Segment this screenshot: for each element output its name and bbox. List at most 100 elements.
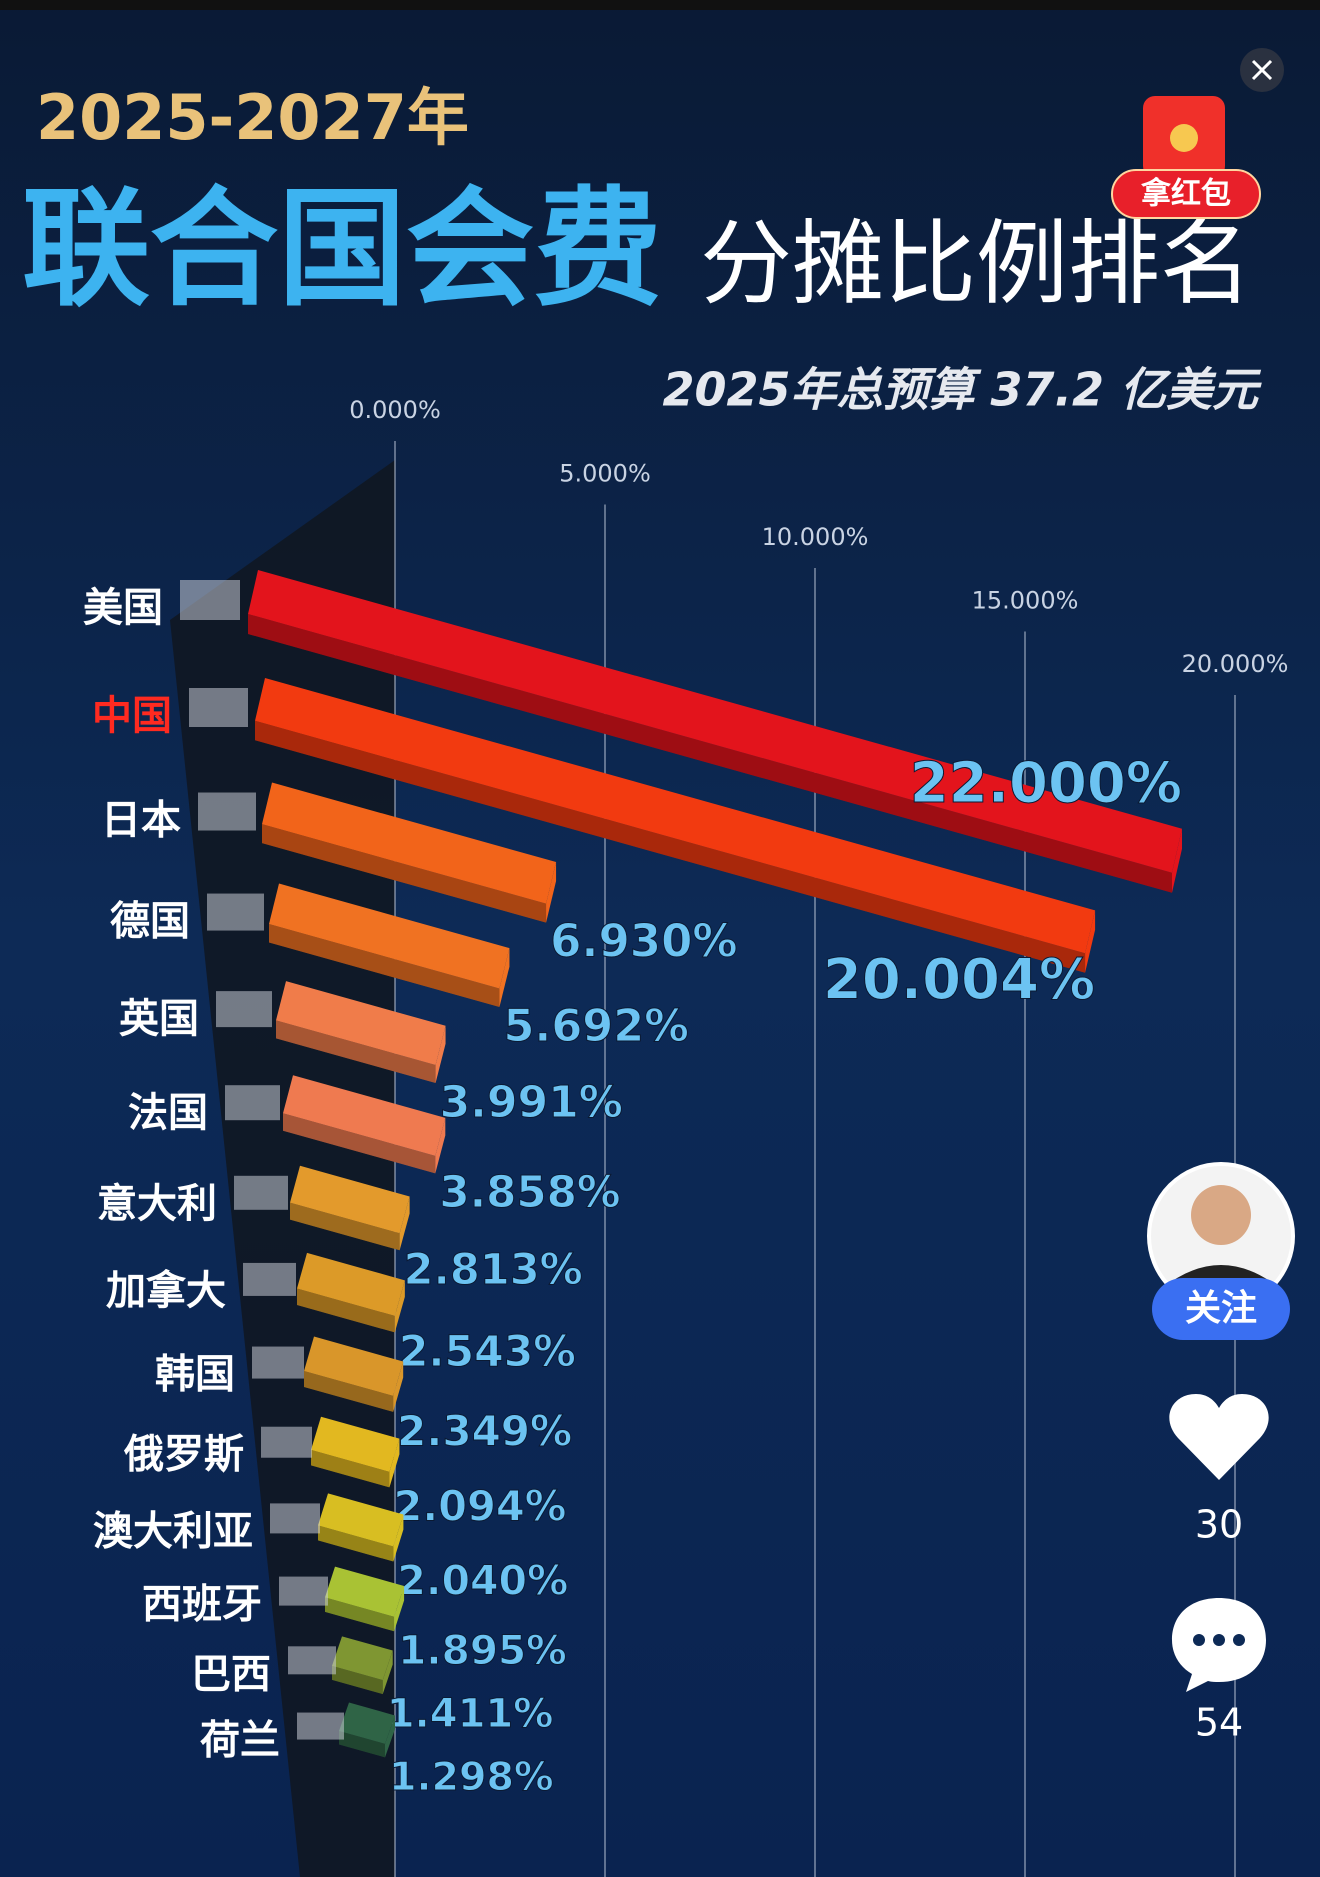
bar-end bbox=[389, 1438, 400, 1488]
bar-end bbox=[394, 1585, 405, 1632]
bar-end bbox=[393, 1361, 404, 1412]
bar-front-shade bbox=[339, 1730, 386, 1758]
close-icon[interactable] bbox=[1251, 59, 1273, 81]
bar bbox=[262, 782, 557, 923]
comment-count: 54 bbox=[1195, 1701, 1243, 1745]
bar-end bbox=[435, 1025, 446, 1084]
value-label: 3.858% bbox=[439, 1168, 620, 1218]
value-label: 1.298% bbox=[389, 1754, 554, 1800]
bar-top bbox=[290, 1165, 410, 1234]
bar bbox=[255, 678, 1096, 973]
x-tick-label: 0.000% bbox=[349, 396, 441, 424]
bar-front bbox=[276, 1020, 436, 1084]
bar bbox=[332, 1636, 393, 1695]
category-label: 澳大利亚 bbox=[93, 1508, 253, 1554]
chart-title: 联合国会费 bbox=[22, 175, 662, 324]
bar-top bbox=[318, 1493, 404, 1547]
value-label: 20.004% bbox=[823, 948, 1095, 1013]
value-label: 6.930% bbox=[550, 915, 737, 968]
avatar-face[interactable] bbox=[1191, 1185, 1251, 1245]
bar-end bbox=[499, 948, 510, 1007]
bar-end bbox=[394, 1280, 405, 1333]
red-packet-pill[interactable] bbox=[1111, 169, 1261, 219]
bar bbox=[248, 570, 1182, 893]
value-label: 1.895% bbox=[398, 1626, 567, 1674]
bar-top bbox=[297, 1252, 405, 1316]
red-packet-label[interactable]: 拿红包 bbox=[1141, 177, 1231, 212]
flag bbox=[180, 580, 240, 620]
category-label: 意大利 bbox=[97, 1181, 217, 1227]
title-top: 2025-2027年 bbox=[36, 81, 469, 154]
value-label: 2.813% bbox=[404, 1245, 583, 1295]
bar bbox=[339, 1702, 396, 1758]
bar bbox=[290, 1165, 410, 1251]
bar-front bbox=[311, 1449, 390, 1488]
category-label: 美国 bbox=[83, 585, 163, 631]
bar-end bbox=[435, 1117, 446, 1174]
red-packet[interactable]: 拿红包 bbox=[1111, 96, 1261, 219]
category-label: 日本 bbox=[101, 798, 181, 844]
bar-front bbox=[255, 720, 1086, 973]
value-label: 22.000% bbox=[910, 751, 1182, 816]
like-count: 30 bbox=[1195, 1503, 1243, 1547]
bar-front bbox=[332, 1665, 383, 1695]
bar bbox=[269, 883, 510, 1007]
bar-front-shade bbox=[255, 720, 1086, 973]
flag bbox=[243, 1262, 296, 1296]
red-packet-seal[interactable] bbox=[1170, 124, 1198, 152]
bars: 22.000% 美国 20.004% 中国 6.930% 日本 5.692% 德国 3.991%… bbox=[83, 570, 1183, 1800]
bar-front-shade bbox=[276, 1020, 436, 1084]
bar-end bbox=[399, 1196, 410, 1251]
bar-top bbox=[339, 1702, 396, 1744]
bar-top bbox=[304, 1336, 404, 1396]
bar-top bbox=[332, 1636, 393, 1681]
top-strip bbox=[0, 0, 1320, 10]
x-tick-label: 10.000% bbox=[762, 523, 869, 551]
flag bbox=[261, 1426, 312, 1458]
bar-end bbox=[393, 1514, 404, 1562]
follow-label[interactable]: 关注 bbox=[1185, 1288, 1257, 1329]
comment-dot bbox=[1233, 1634, 1245, 1646]
flag bbox=[279, 1576, 328, 1606]
comment-icon[interactable] bbox=[1172, 1598, 1266, 1692]
value-label: 2.040% bbox=[397, 1557, 568, 1605]
value-label: 2.349% bbox=[397, 1406, 572, 1455]
x-tick-label: 15.000% bbox=[972, 587, 1079, 615]
bar-front bbox=[262, 824, 547, 923]
bar-front bbox=[339, 1730, 386, 1758]
chart-subtitle: 2025年总预算 37.2 亿美元 bbox=[662, 363, 1262, 417]
bar-front-shade bbox=[325, 1597, 395, 1632]
category-label: 韩国 bbox=[155, 1352, 235, 1398]
bar-front-shade bbox=[297, 1288, 395, 1333]
category-label: 加拿大 bbox=[106, 1268, 226, 1314]
bar-front bbox=[325, 1597, 395, 1632]
bar-top bbox=[283, 1075, 446, 1156]
like-icon[interactable] bbox=[1169, 1394, 1269, 1480]
bar bbox=[318, 1493, 404, 1562]
grid: 0.000% 5.000% 10.000% 15.000% 20.000% bbox=[349, 396, 1288, 1877]
flag bbox=[297, 1712, 344, 1740]
bar-front-shade bbox=[332, 1665, 383, 1695]
category-label: 法国 bbox=[128, 1090, 208, 1136]
bar bbox=[304, 1336, 404, 1412]
bar-front bbox=[318, 1525, 394, 1562]
close-button[interactable] bbox=[1240, 48, 1284, 92]
bar-front bbox=[304, 1370, 394, 1412]
bar-top bbox=[255, 678, 1096, 954]
follow-button[interactable] bbox=[1152, 1278, 1290, 1340]
value-label: 1.411% bbox=[387, 1691, 554, 1737]
comment-dot bbox=[1213, 1634, 1225, 1646]
bar-top bbox=[248, 570, 1182, 873]
flag bbox=[288, 1646, 336, 1675]
category-label: 德国 bbox=[110, 899, 190, 945]
bar-end bbox=[382, 1650, 393, 1695]
bar-top bbox=[325, 1566, 405, 1617]
category-label: 西班牙 bbox=[142, 1582, 262, 1628]
bar-front-shade bbox=[318, 1525, 394, 1562]
flag bbox=[252, 1346, 304, 1379]
bar-end bbox=[385, 1715, 396, 1758]
bar-front-shade bbox=[311, 1449, 390, 1488]
bar-front bbox=[290, 1202, 400, 1251]
bar bbox=[276, 981, 446, 1084]
